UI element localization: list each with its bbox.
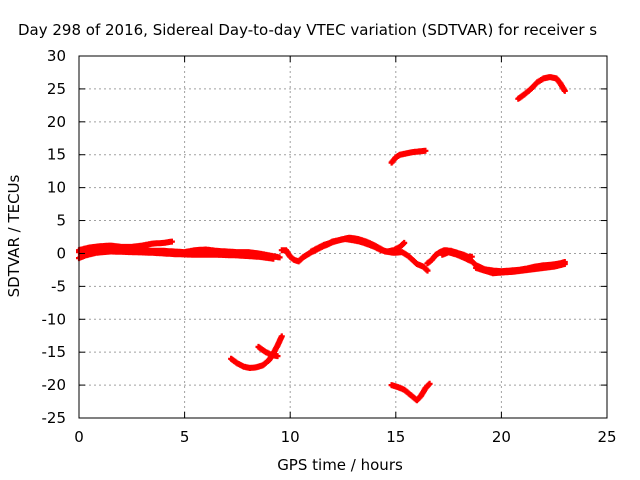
x-tick-label: 20 [492,428,511,446]
x-tick-label: 25 [597,428,616,446]
plot-frame [78,55,608,419]
y-tick-label: 10 [47,179,66,197]
y-tick-label: 5 [56,212,66,230]
y-tick-label: 0 [56,244,66,262]
data-point-cluster [308,234,431,274]
y-tick-label: -20 [42,376,67,394]
y-tick-label: -5 [51,277,66,295]
data-point-cluster [388,380,433,404]
data-point-cluster [255,343,281,360]
y-tick-label: 30 [47,47,66,65]
x-tick-label: 10 [281,428,300,446]
gridlines [79,56,607,418]
y-axis-label: SDTVAR / TECUs [5,174,23,297]
data-points [76,74,568,404]
data-point-cluster [515,74,568,102]
y-tick-label: 20 [47,113,66,131]
y-tick-label: -10 [42,310,67,328]
x-tick-label: 15 [386,428,405,446]
data-point-cluster [228,333,285,371]
axis-ticks: 0 5 10 15 20 25 -25 -20 -15 -10 -5 0 5 10 15 20 25 30 [42,47,617,446]
x-tick-label: 0 [74,428,84,446]
chart-title: Day 298 of 2016, Sidereal Day-to-day VTE… [18,21,597,39]
y-tick-label: -15 [42,343,67,361]
y-tick-label: 15 [47,146,66,164]
x-axis-label: GPS time / hours [277,456,403,474]
x-tick-label: 5 [180,428,190,446]
y-tick-label: 25 [47,80,66,98]
data-point-cluster [473,261,568,277]
data-point-cluster [388,147,429,166]
y-tick-label: -25 [42,409,67,427]
series-sdtvar [76,74,568,404]
